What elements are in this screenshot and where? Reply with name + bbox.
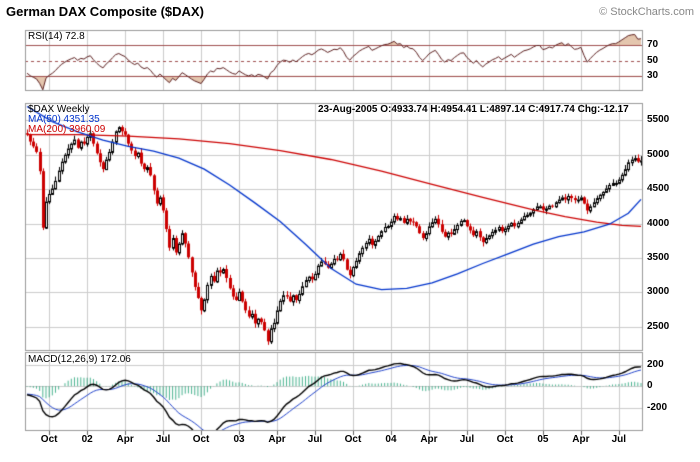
x-axis-label: Apr (116, 434, 134, 445)
y-axis-label: 30 (647, 69, 659, 81)
x-axis-label: 04 (385, 434, 397, 445)
x-axis-label: Apr (572, 434, 590, 445)
rsi-legend: RSI(14) 72.8 (28, 31, 85, 42)
y-axis-label: -200 (647, 401, 668, 413)
y-axis-label: 70 (647, 39, 659, 51)
x-axis-label: 03 (233, 434, 245, 445)
y-axis-label: 5500 (647, 114, 670, 126)
y-axis-label: 3000 (647, 286, 670, 298)
ohlc-quote-legend: 23-Aug-2005 O:4933.74 H:4954.41 L:4897.1… (318, 104, 629, 115)
symbol-legend: $DAX Weekly (28, 104, 90, 115)
y-axis-label: 5000 (647, 148, 670, 160)
x-axis-label: Apr (268, 434, 286, 445)
y-axis-label: 2500 (647, 320, 670, 332)
x-axis-label: Oct (192, 434, 210, 445)
y-axis-label: 4000 (647, 217, 670, 229)
y-axis-label: 0 (647, 380, 653, 392)
y-axis-label: 4500 (647, 183, 670, 195)
chart-title: German DAX Composite ($DAX) (6, 4, 204, 19)
x-axis-label: Jul (459, 434, 475, 445)
x-axis-label: Oct (496, 434, 514, 445)
ma50-legend: MA(50) 4351.35 (28, 114, 100, 125)
x-axis-label: Jul (155, 434, 171, 445)
x-axis-label: Jul (307, 434, 323, 445)
x-axis-label: Apr (420, 434, 438, 445)
x-axis-label: Jul (611, 434, 627, 445)
x-axis-label: Oct (344, 434, 362, 445)
y-axis-label: 3500 (647, 252, 670, 263)
x-axis-label: 02 (81, 434, 93, 445)
y-axis-label: 50 (647, 54, 659, 66)
macd-legend: MACD(12,26,9) 172.06 (28, 354, 131, 365)
x-axis-label: 05 (537, 434, 549, 445)
copyright-notice: © StockCharts.com (599, 6, 694, 18)
x-axis-label: Oct (40, 434, 58, 445)
y-axis-label: 200 (647, 358, 664, 370)
ma200-legend: MA(200) 3960.09 (28, 124, 106, 135)
